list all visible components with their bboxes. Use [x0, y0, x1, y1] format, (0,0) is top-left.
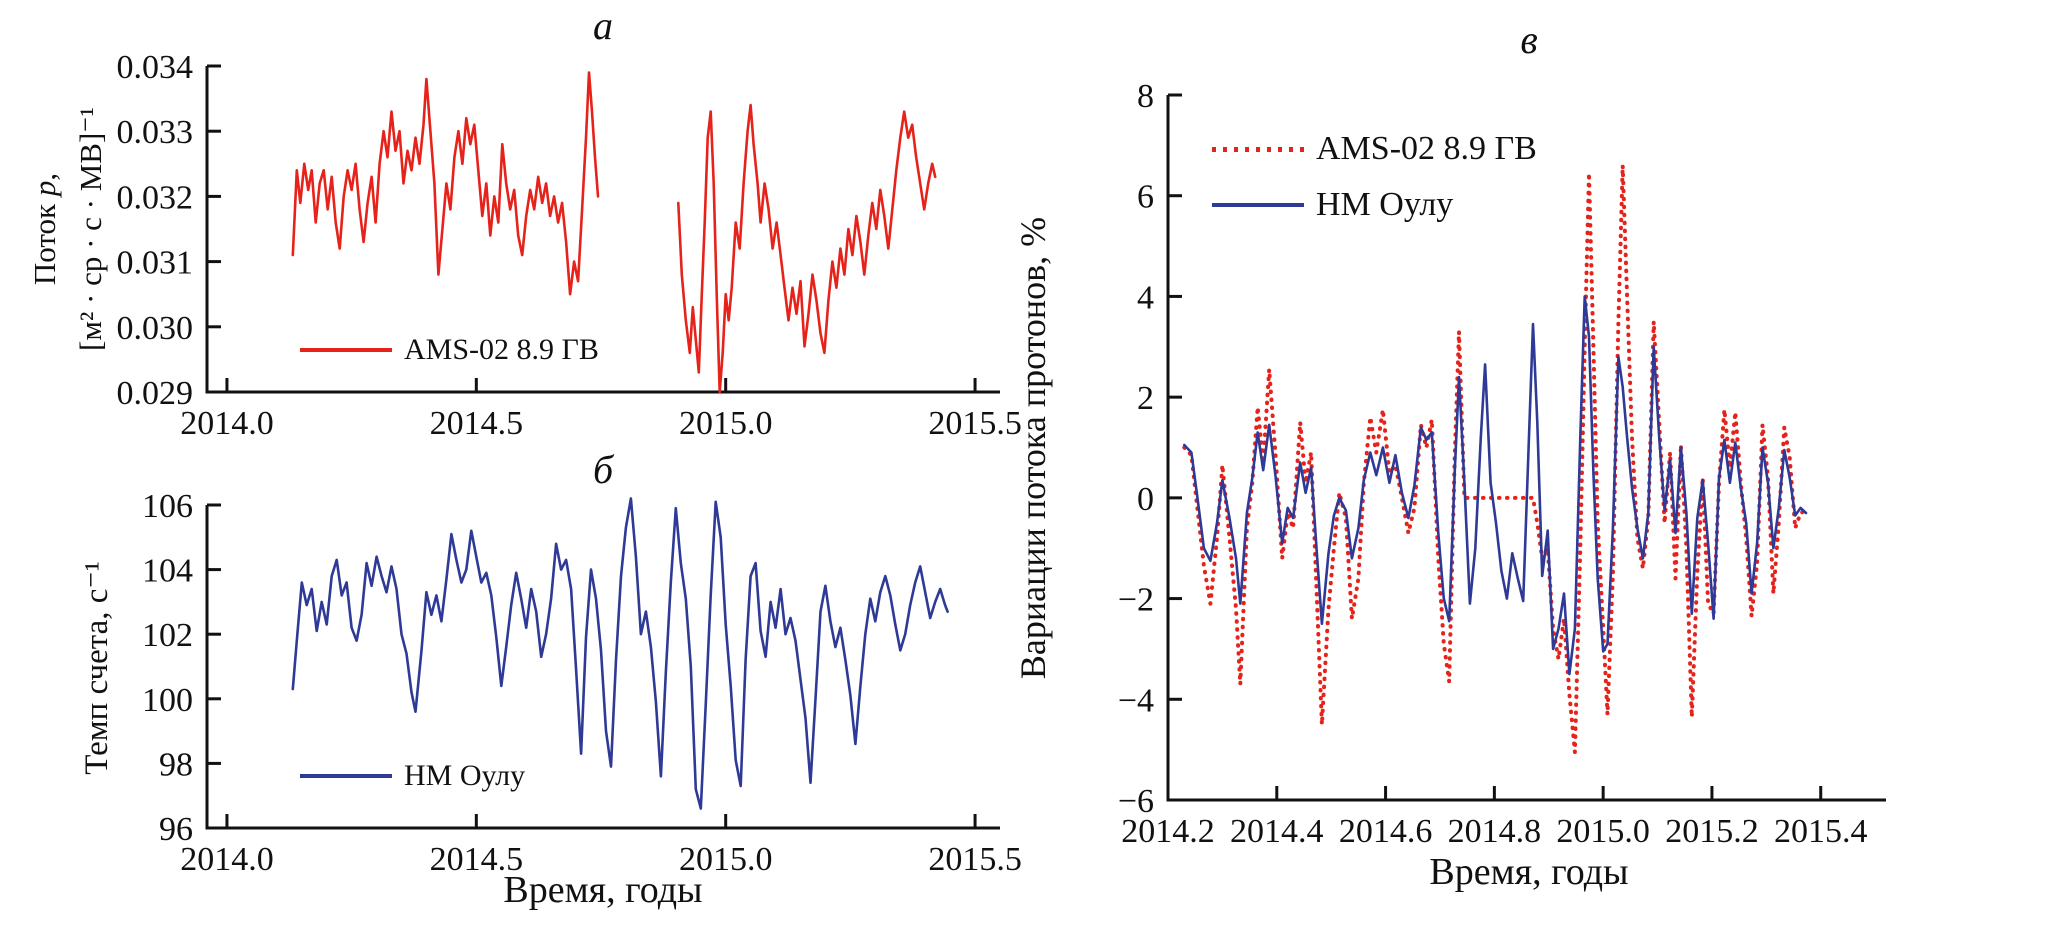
svg-text:−6: −6 — [1118, 783, 1154, 820]
svg-text:98: 98 — [159, 746, 193, 783]
ams-legend-label: AMS-02 8.9 ГВ — [1316, 130, 1537, 167]
ams-line-swatch — [300, 348, 392, 352]
ams-legend-label: AMS-02 8.9 ГВ — [404, 333, 599, 366]
nm-line-swatch — [300, 774, 392, 778]
svg-text:4: 4 — [1137, 279, 1154, 316]
svg-text:−4: −4 — [1118, 682, 1154, 719]
svg-text:2014.5: 2014.5 — [430, 405, 524, 442]
nm-legend-label: НМ Оулу — [404, 759, 526, 792]
svg-text:2015.5: 2015.5 — [928, 405, 1022, 442]
svg-text:96: 96 — [159, 811, 193, 848]
svg-text:2014.0: 2014.0 — [180, 841, 274, 878]
panel-v-legend-nm: НМ Оулу — [1212, 186, 1537, 224]
svg-text:2015.5: 2015.5 — [928, 841, 1022, 878]
svg-text:2014.2: 2014.2 — [1121, 813, 1215, 850]
panel-b-xlabel: Время, годы — [503, 869, 703, 911]
svg-text:106: 106 — [142, 488, 193, 525]
svg-text:2014.6: 2014.6 — [1339, 813, 1433, 850]
svg-text:0.030: 0.030 — [117, 310, 194, 347]
svg-text:104: 104 — [142, 553, 193, 590]
svg-text:100: 100 — [142, 682, 193, 719]
panel-v-title: в — [1520, 17, 1538, 62]
svg-text:0.032: 0.032 — [117, 179, 194, 216]
panel-a-ylabel: Поток p, [м² · ср · с · МВ]⁻¹ — [22, 0, 114, 489]
panel-v-plot: 2014.2 2014.4 2014.6 2014.8 2015.0 2015.2 2015… — [1118, 78, 1886, 850]
panel-b-ylabel: Темп счета, с⁻¹ — [79, 561, 115, 775]
panel-b-legend: НМ Оулу — [300, 759, 525, 793]
svg-text:2014.5: 2014.5 — [430, 841, 524, 878]
svg-text:0: 0 — [1137, 481, 1154, 518]
svg-text:2: 2 — [1137, 380, 1154, 417]
nm-solid-swatch — [1212, 203, 1304, 207]
panel-a-ylabel-line1: Поток p, — [27, 172, 62, 286]
panel-v-legend: AMS-02 8.9 ГВ НМ Оулу — [1212, 130, 1537, 242]
svg-text:6: 6 — [1137, 179, 1154, 216]
panel-b-title: б — [592, 447, 614, 492]
svg-text:0.029: 0.029 — [117, 375, 194, 412]
svg-text:2015.2: 2015.2 — [1665, 813, 1759, 850]
svg-text:8: 8 — [1137, 78, 1154, 115]
panel-b-plot: 2014.0 2014.5 2015.0 2015.5 96 98 100 102 104 106 — [142, 488, 1022, 878]
svg-text:0.034: 0.034 — [117, 49, 194, 86]
svg-text:102: 102 — [142, 617, 193, 654]
svg-text:2015.0: 2015.0 — [679, 841, 773, 878]
panel-a-legend: AMS-02 8.9 ГВ — [300, 333, 599, 367]
panel-v-ylabel: Вариации потока протонов, % — [1013, 216, 1053, 680]
svg-text:0.031: 0.031 — [117, 245, 194, 282]
ams-dotted-swatch — [1212, 146, 1304, 152]
panel-a-plot: 2014.0 2014.5 2015.0 2015.5 0.029 0.030 0.031 0… — [117, 49, 1022, 442]
panel-v-xlabel: Время, годы — [1429, 851, 1629, 893]
panel-a-title: а — [593, 3, 613, 48]
nm-legend-label: НМ Оулу — [1316, 186, 1454, 223]
svg-text:2015.0: 2015.0 — [1556, 813, 1650, 850]
svg-text:2014.8: 2014.8 — [1448, 813, 1542, 850]
svg-text:2014.0: 2014.0 — [180, 405, 274, 442]
panel-a-ylabel-line2: [м² · ср · с · МВ]⁻¹ — [73, 107, 108, 351]
svg-text:2014.4: 2014.4 — [1230, 813, 1324, 850]
svg-text:−2: −2 — [1118, 582, 1154, 619]
svg-text:2015.4: 2015.4 — [1774, 813, 1868, 850]
svg-text:0.033: 0.033 — [117, 114, 194, 151]
panel-v-legend-ams: AMS-02 8.9 ГВ — [1212, 130, 1537, 168]
svg-text:2015.0: 2015.0 — [679, 405, 773, 442]
